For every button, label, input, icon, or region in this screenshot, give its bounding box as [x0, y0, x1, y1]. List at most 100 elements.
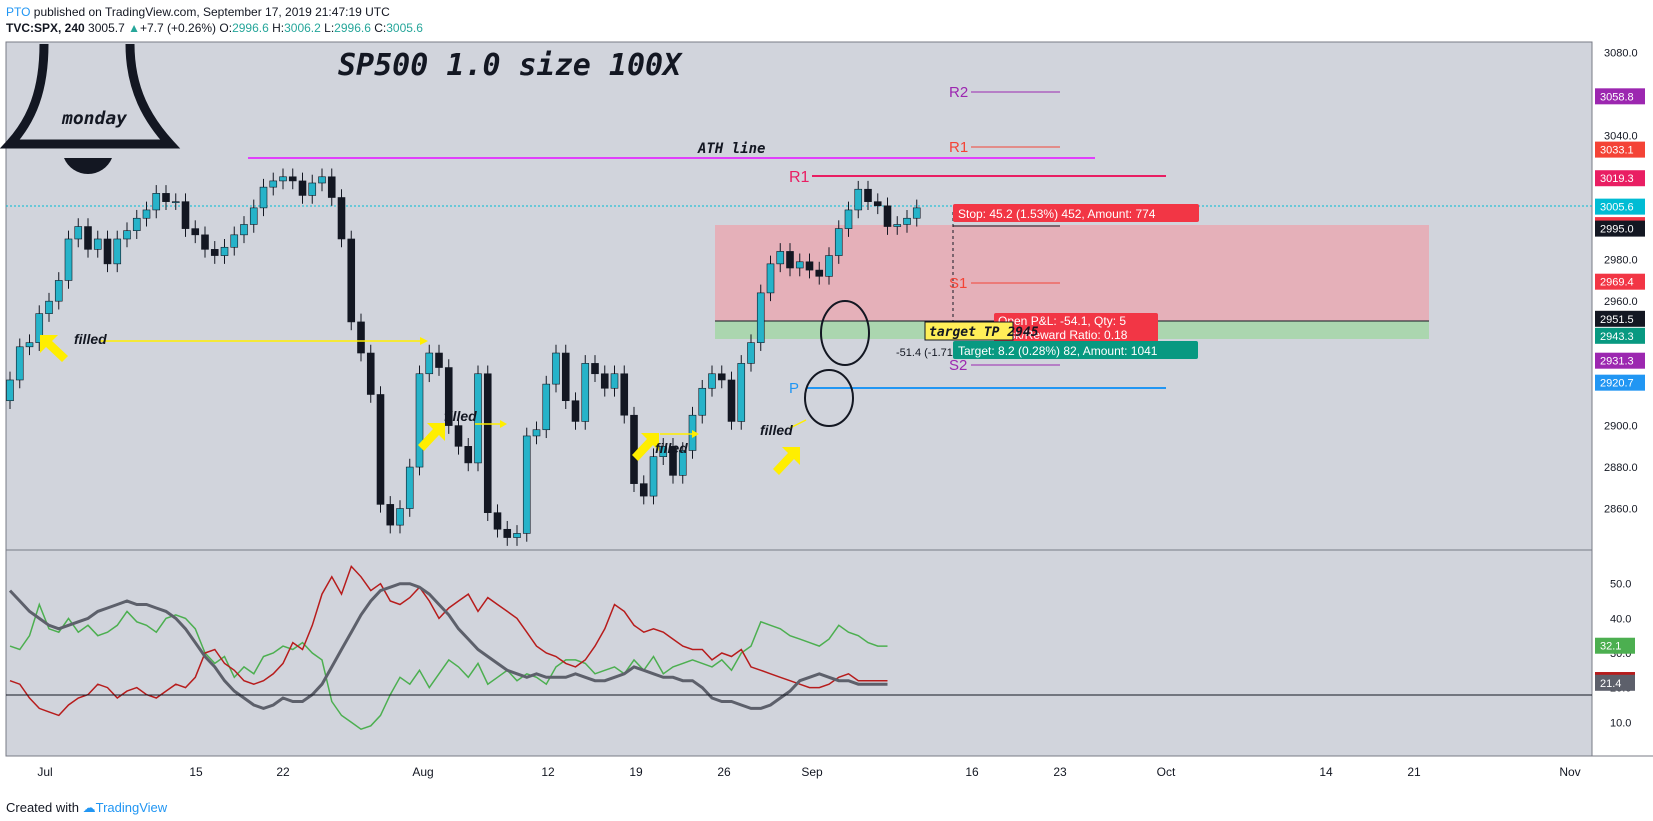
- candle: [123, 222, 131, 248]
- candle-body: [600, 373, 609, 389]
- price-marker: [1595, 310, 1645, 327]
- candle: [35, 305, 44, 351]
- high-label: H:: [272, 21, 285, 35]
- candle: [591, 355, 599, 383]
- circle-annotation: [804, 369, 854, 427]
- high-value: 3006.2: [284, 21, 321, 35]
- candle: [561, 344, 570, 410]
- pivot-s1-label: S1: [949, 275, 967, 292]
- candle-body: [912, 207, 921, 219]
- candle-body: [873, 201, 882, 207]
- arrowhead-3-icon: [692, 430, 699, 438]
- tradingview-link[interactable]: TradingView: [95, 800, 168, 815]
- price-marker: [1595, 273, 1645, 290]
- time-axis: Jul 15 22 Aug 12 19 26 Sep 16 23 Oct 14 21 Nov: [37, 765, 1580, 779]
- pivot-p-label: P: [789, 380, 799, 397]
- filled-arrow-4: [789, 419, 807, 429]
- candle: [220, 238, 229, 264]
- price-marker: [1595, 198, 1645, 215]
- time-tick-label: 15: [189, 765, 203, 779]
- bell-drawing: monday: [0, 43, 181, 174]
- ath-label: ATH line: [697, 141, 765, 157]
- pivot-r1-label: R1: [949, 139, 968, 156]
- candle: [74, 218, 83, 248]
- candle-body: [503, 528, 512, 538]
- target-label-box: [953, 341, 1198, 359]
- candle: [6, 371, 14, 410]
- yellow-arrow-icon: [418, 423, 445, 451]
- price-tick-label: 2860.0: [1604, 504, 1638, 516]
- candle-body: [162, 193, 170, 202]
- candle: [503, 520, 512, 546]
- tradingview-logo-icon: ☁: [82, 800, 96, 815]
- dmi-tick-label: 40.0: [1610, 613, 1631, 625]
- candle-body: [201, 234, 209, 250]
- stop-label: Stop: 45.2 (1.53%) 452, Amount: 774: [958, 207, 1156, 221]
- open-pl-label: Open P&L: -54.1, Qty: 5: [998, 314, 1126, 328]
- candle: [747, 334, 755, 372]
- candle: [805, 253, 814, 279]
- target-tp-label: target TP 2945: [929, 325, 1039, 340]
- low-label: L:: [324, 21, 335, 35]
- candle: [542, 375, 551, 439]
- price-marker: [1595, 327, 1645, 344]
- candle: [825, 247, 833, 285]
- dmi-marker: [1595, 637, 1635, 654]
- candle: [815, 261, 824, 285]
- candle-body: [269, 180, 278, 188]
- author-link[interactable]: PTO: [6, 5, 31, 19]
- candle-body: [396, 508, 404, 526]
- candle-body: [142, 209, 151, 219]
- price-marker-label: 2951.5: [1600, 314, 1634, 326]
- candle-body: [493, 512, 502, 530]
- candle: [698, 379, 707, 424]
- bell-clapper-icon: [64, 158, 112, 174]
- candle-body: [825, 255, 833, 277]
- price-marker: [1595, 88, 1645, 105]
- pl-label-box: [994, 313, 1158, 343]
- price-tick-label: 2880.0: [1604, 462, 1638, 474]
- candle-body: [298, 180, 307, 196]
- candle: [649, 448, 658, 505]
- candle-body: [240, 224, 248, 236]
- candle-body: [893, 224, 902, 227]
- candle: [903, 209, 911, 233]
- candle: [581, 355, 590, 430]
- candle-body: [152, 193, 161, 211]
- candle-body: [513, 533, 521, 538]
- candle-body: [591, 363, 599, 375]
- candle-body: [25, 342, 34, 348]
- candle: [600, 365, 609, 397]
- candle: [249, 199, 258, 233]
- pivot-s2-label: S2: [949, 357, 967, 374]
- position-labels: Stop: 45.2 (1.53%) 452, Amount: 774 Open…: [896, 204, 1199, 359]
- candle: [474, 365, 482, 472]
- candle: [171, 193, 180, 210]
- candle: [766, 255, 775, 302]
- candle: [737, 355, 746, 430]
- candle-body: [191, 228, 200, 236]
- price-marker-label: 3005.6: [1600, 202, 1634, 214]
- candle: [259, 178, 268, 217]
- candle-body: [64, 238, 73, 281]
- candle: [210, 241, 219, 264]
- candle: [659, 438, 668, 465]
- candle-body: [220, 246, 229, 256]
- candle: [201, 226, 209, 258]
- time-tick-label: Nov: [1559, 765, 1580, 779]
- dmi-tick-label: 10.0: [1610, 717, 1631, 729]
- candle: [103, 230, 112, 273]
- last-price: 3005.7: [88, 21, 125, 35]
- dmi-marker-label: 32.1: [1600, 641, 1621, 653]
- candle: [162, 185, 170, 210]
- candle: [912, 199, 921, 227]
- candle: [181, 193, 190, 237]
- candle: [25, 334, 34, 356]
- price-marker: [1595, 220, 1645, 237]
- symbol-label[interactable]: TVC:SPX, 240: [6, 21, 85, 35]
- chart-title-annotation: SP500 1.0 size 100X: [338, 48, 683, 83]
- candle-body: [737, 363, 746, 422]
- candle-body: [552, 352, 560, 385]
- candle-body: [45, 300, 53, 314]
